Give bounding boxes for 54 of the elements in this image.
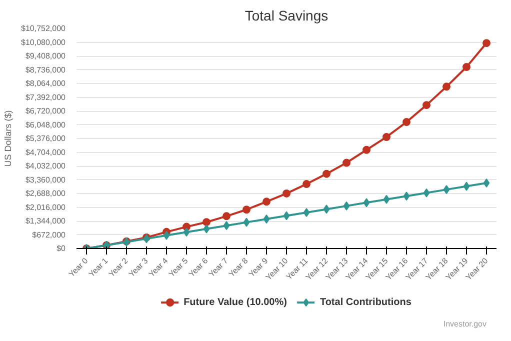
point xyxy=(223,221,230,230)
y-tick-label: $1,344,000 xyxy=(25,216,66,226)
y-tick-label: $9,408,000 xyxy=(25,52,66,60)
point xyxy=(362,146,370,154)
point xyxy=(243,218,250,227)
point xyxy=(282,189,290,198)
y-tick-label: $2,688,000 xyxy=(25,189,66,198)
point xyxy=(462,63,470,71)
y-tick-label: $672,000 xyxy=(32,230,66,240)
point xyxy=(263,214,270,224)
point xyxy=(343,201,350,210)
y-tick-label: $2,016,000 xyxy=(25,202,66,212)
y-tick-label: $3,360,000 xyxy=(25,175,66,184)
point xyxy=(302,180,310,188)
point xyxy=(483,178,490,188)
y-tick-label: $10,752,000 xyxy=(21,24,66,33)
point xyxy=(203,224,210,234)
point xyxy=(443,185,450,194)
y-tick-label: $6,720,000 xyxy=(25,106,66,116)
point xyxy=(382,132,390,141)
y-tick-label: $8,736,000 xyxy=(25,65,66,74)
point xyxy=(183,228,190,237)
y-tick-label: $10,080,000 xyxy=(21,38,66,47)
point xyxy=(442,82,450,91)
point xyxy=(202,218,210,226)
legend-label: Total Contributions xyxy=(320,296,412,308)
y-axis-title: US Dollars ($) xyxy=(3,110,14,167)
point xyxy=(482,39,490,48)
point xyxy=(363,198,370,208)
point xyxy=(422,101,430,110)
y-tick-label: $4,704,000 xyxy=(25,148,66,157)
point xyxy=(322,170,330,178)
y-tick-label: $8,064,000 xyxy=(25,79,66,88)
point xyxy=(222,212,230,220)
point xyxy=(242,206,250,214)
y-tick-label: $4,032,000 xyxy=(25,162,66,170)
point xyxy=(262,198,270,206)
text: Investor.gov xyxy=(443,320,487,328)
y-tick-label: $0 xyxy=(56,244,66,253)
point xyxy=(283,211,290,220)
y-tick-label: $7,392,000 xyxy=(25,92,66,102)
y-tick-label: $5,376,000 xyxy=(25,134,66,143)
point xyxy=(463,182,470,191)
point xyxy=(403,192,410,201)
point xyxy=(163,230,170,240)
point xyxy=(423,188,430,198)
point xyxy=(323,204,330,214)
legend-label: Future Value (10.00%) xyxy=(184,296,287,308)
point xyxy=(383,194,390,204)
point xyxy=(342,158,350,167)
point xyxy=(402,118,410,126)
y-tick-label: $6,048,000 xyxy=(25,120,66,130)
chart-title: Total Savings xyxy=(244,8,328,24)
point xyxy=(303,208,310,217)
